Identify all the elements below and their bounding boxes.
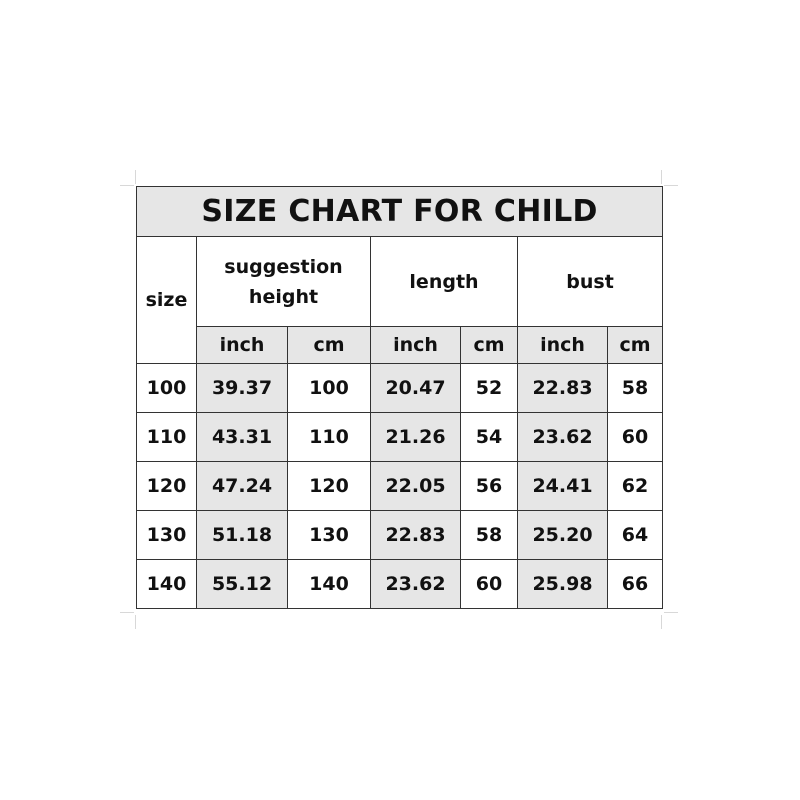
unit-header: inch <box>370 326 461 364</box>
header-bust: bust <box>516 236 664 327</box>
header-length: length <box>370 236 518 327</box>
crop-mark <box>661 615 662 629</box>
table-cell: 25.20 <box>517 510 608 560</box>
table-cell: 110 <box>287 412 371 462</box>
header-size: size <box>136 236 197 364</box>
header-suggestion-height: suggestion height <box>196 236 371 327</box>
unit-header: cm <box>460 326 518 364</box>
size-chart-table: SIZE CHART FOR CHILD size suggestion hei… <box>135 186 664 609</box>
table-cell: 51.18 <box>196 510 288 560</box>
table-row: 130 51.18 130 22.83 58 25.20 64 <box>136 510 664 560</box>
table-cell: 60 <box>606 412 664 462</box>
table-cell: 100 <box>136 363 197 413</box>
table-row: 140 55.12 140 23.62 60 25.98 66 <box>136 559 664 609</box>
table-cell: 60 <box>460 559 518 609</box>
table-cell: 22.83 <box>517 363 608 413</box>
header-suggestion-height-label: suggestion height <box>224 255 343 308</box>
crop-mark <box>664 185 678 186</box>
table-cell: 43.31 <box>196 412 288 462</box>
table-cell: 66 <box>606 559 664 609</box>
unit-header: inch <box>517 326 608 364</box>
table-cell: 23.62 <box>517 412 608 462</box>
table-cell: 22.05 <box>370 461 461 511</box>
table-cell: 130 <box>136 510 197 560</box>
table-cell: 100 <box>287 363 371 413</box>
table-cell: 52 <box>460 363 518 413</box>
crop-mark <box>135 170 136 184</box>
table-cell: 21.26 <box>370 412 461 462</box>
table-cell: 20.47 <box>370 363 461 413</box>
table-cell: 120 <box>287 461 371 511</box>
table-cell: 22.83 <box>370 510 461 560</box>
table-cell: 64 <box>606 510 664 560</box>
crop-mark <box>661 170 662 184</box>
table-title: SIZE CHART FOR CHILD <box>135 186 664 237</box>
table-cell: 55.12 <box>196 559 288 609</box>
table-cell: 62 <box>606 461 664 511</box>
table-cell: 120 <box>136 461 197 511</box>
table-cell: 140 <box>136 559 197 609</box>
crop-mark <box>135 615 136 629</box>
table-row: 120 47.24 120 22.05 56 24.41 62 <box>136 461 664 511</box>
table-cell: 25.98 <box>517 559 608 609</box>
table-cell: 140 <box>287 559 371 609</box>
table-row: 100 39.37 100 20.47 52 22.83 58 <box>136 363 664 413</box>
table-cell: 58 <box>460 510 518 560</box>
crop-mark <box>664 612 678 613</box>
table-cell: 39.37 <box>196 363 288 413</box>
table-cell: 56 <box>460 461 518 511</box>
table-row: 110 43.31 110 21.26 54 23.62 60 <box>136 412 664 462</box>
unit-header: cm <box>606 326 664 364</box>
crop-mark <box>120 612 134 613</box>
table-cell: 47.24 <box>196 461 288 511</box>
table-cell: 110 <box>136 412 197 462</box>
table-cell: 24.41 <box>517 461 608 511</box>
crop-mark <box>120 185 134 186</box>
unit-header: inch <box>196 326 288 364</box>
table-cell: 54 <box>460 412 518 462</box>
table-cell: 58 <box>606 363 664 413</box>
table-cell: 130 <box>287 510 371 560</box>
table-cell: 23.62 <box>370 559 461 609</box>
unit-header: cm <box>287 326 371 364</box>
